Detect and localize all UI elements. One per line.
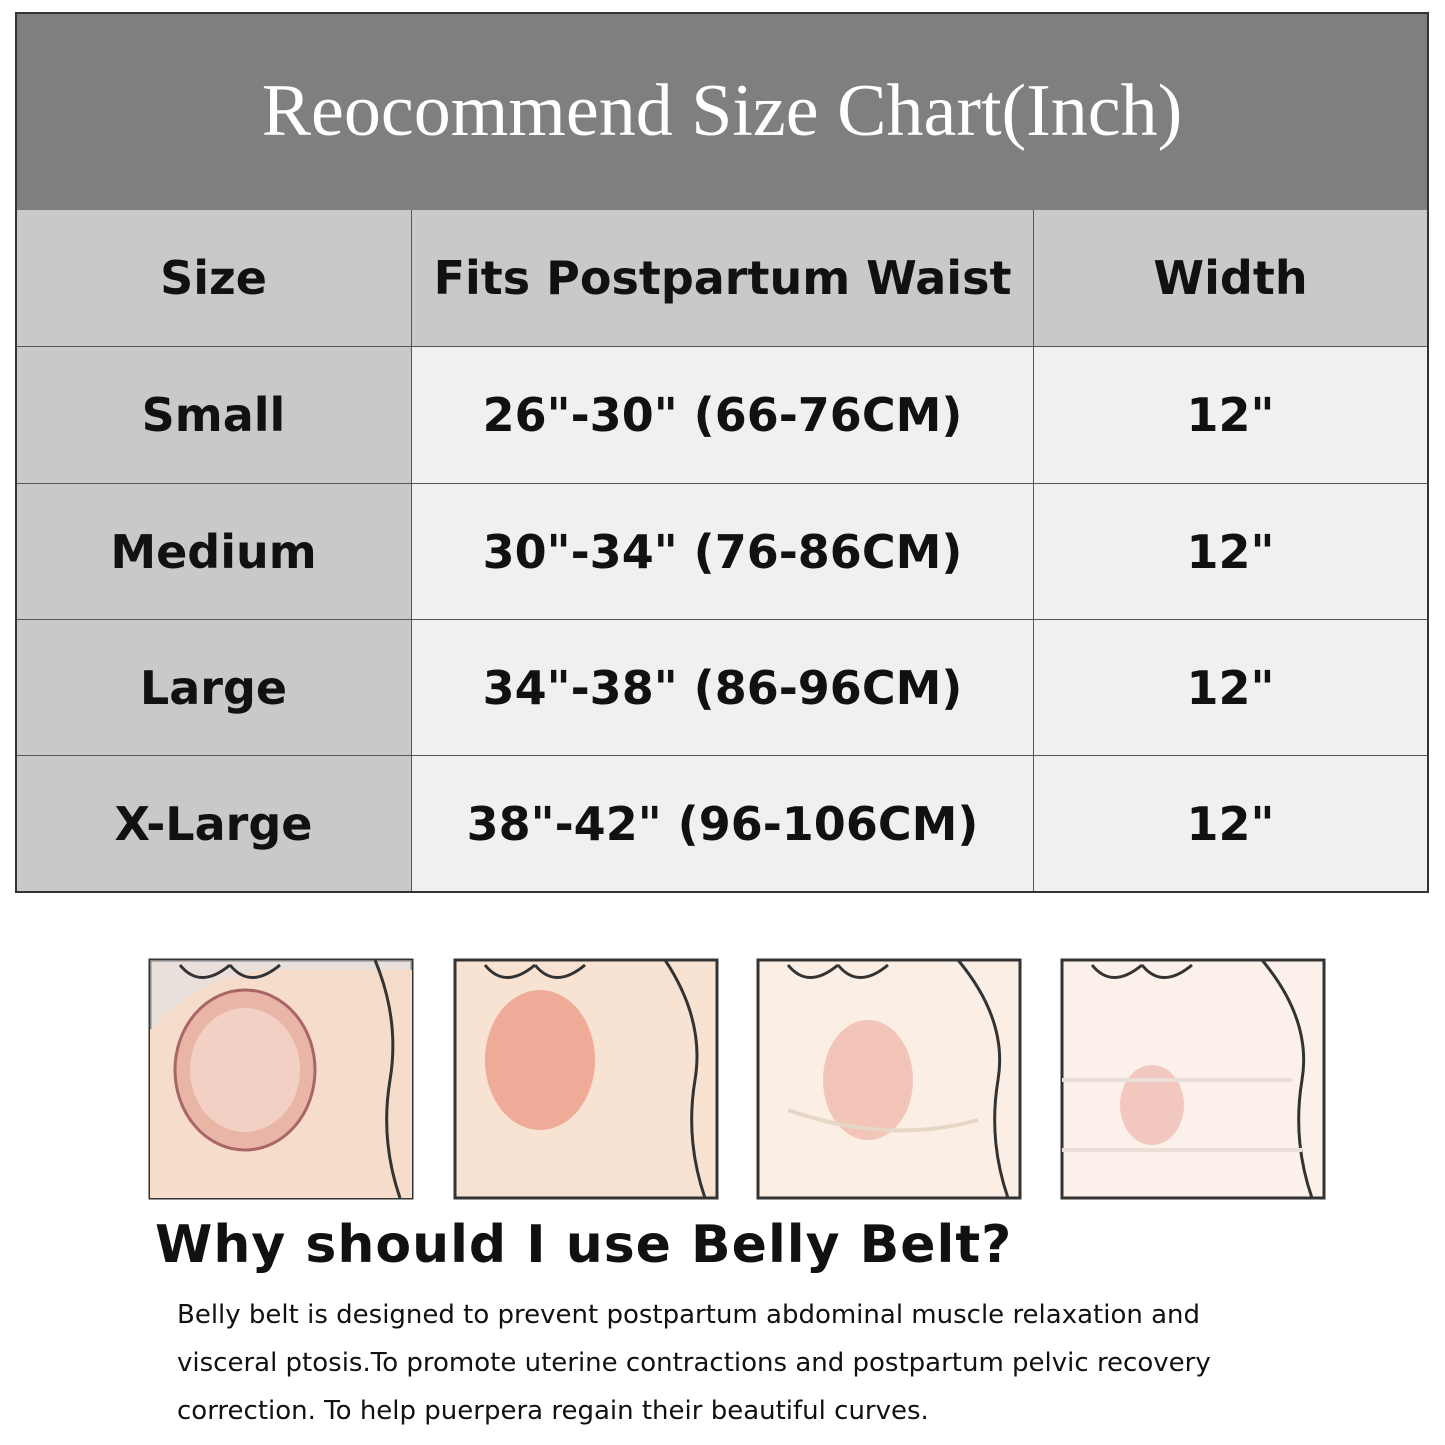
value-cell: 30"-34" (76-86CM)	[412, 484, 1034, 620]
size-cell: Large	[16, 620, 412, 756]
panel	[1060, 958, 1326, 1200]
value-cell: 26"-30" (66-76CM)	[412, 347, 1034, 484]
header-cell: Width	[1034, 210, 1428, 347]
value-cell: 12"	[1034, 484, 1428, 620]
size-cell: Small	[16, 347, 412, 484]
size-cell: X-Large	[16, 756, 412, 892]
header-cell: Fits Postpartum Waist	[412, 210, 1034, 347]
value-cell: 38"-42" (96-106CM)	[412, 756, 1034, 892]
panel	[453, 958, 719, 1200]
value-cell: 12"	[1034, 620, 1428, 756]
value-cell: 34"-38" (86-96CM)	[412, 620, 1034, 756]
description-line: Belly belt is designed to prevent postpa…	[177, 1300, 1201, 1330]
description-line: visceral ptosis.To promote uterine contr…	[177, 1348, 1211, 1378]
illustrations	[148, 958, 1326, 1200]
value-cell: 12"	[1034, 347, 1428, 484]
header-cell: Size	[16, 210, 412, 347]
section-heading: Why should I use Belly Belt?	[155, 1215, 1013, 1275]
description-line: correction. To help puerpera regain thei…	[177, 1396, 929, 1426]
value-cell: 12"	[1034, 756, 1428, 892]
size-cell: Medium	[16, 484, 412, 620]
panel	[756, 958, 1022, 1200]
panel	[148, 958, 414, 1200]
table-title: Reocommend Size Chart(Inch)	[16, 13, 1428, 210]
